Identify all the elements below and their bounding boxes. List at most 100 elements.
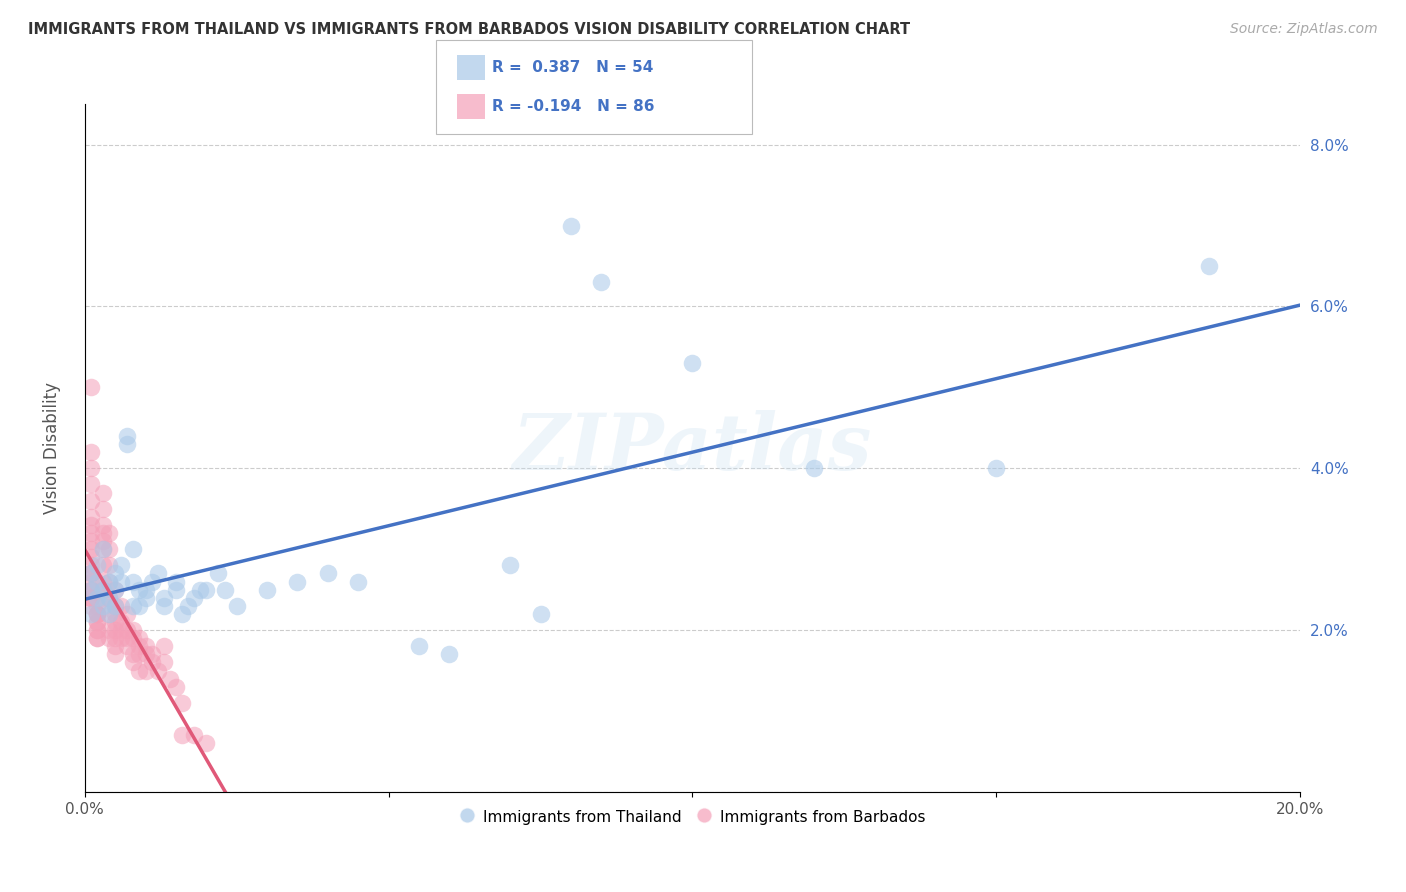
Point <box>86 623 108 637</box>
Point <box>117 607 139 621</box>
Point <box>80 582 103 597</box>
Point <box>803 461 825 475</box>
Point <box>91 526 114 541</box>
Point <box>98 591 121 605</box>
Point <box>170 607 193 621</box>
Text: IMMIGRANTS FROM THAILAND VS IMMIGRANTS FROM BARBADOS VISION DISABILITY CORRELATI: IMMIGRANTS FROM THAILAND VS IMMIGRANTS F… <box>28 22 910 37</box>
Point <box>80 566 103 581</box>
Point <box>183 728 205 742</box>
Point <box>104 648 127 662</box>
Point <box>86 615 108 629</box>
Point <box>80 518 103 533</box>
Point <box>207 566 229 581</box>
Point <box>91 599 114 613</box>
Point <box>287 574 309 589</box>
Point <box>80 607 103 621</box>
Point <box>117 429 139 443</box>
Point <box>91 485 114 500</box>
Point <box>80 477 103 491</box>
Point <box>122 648 145 662</box>
Point <box>86 607 108 621</box>
Point <box>80 599 103 613</box>
Point <box>104 640 127 654</box>
Point <box>91 591 114 605</box>
Point <box>117 623 139 637</box>
Point <box>117 640 139 654</box>
Point <box>80 591 103 605</box>
Point <box>499 558 522 573</box>
Point <box>165 574 187 589</box>
Point <box>439 648 461 662</box>
Point <box>682 356 704 370</box>
Point <box>86 558 108 573</box>
Point <box>408 640 430 654</box>
Point <box>80 582 103 597</box>
Point <box>98 591 121 605</box>
Point <box>80 534 103 549</box>
Point <box>560 219 582 233</box>
Point <box>128 664 150 678</box>
Point <box>104 607 127 621</box>
Text: ZIPatlas: ZIPatlas <box>513 409 872 486</box>
Point <box>104 582 127 597</box>
Point <box>104 599 127 613</box>
Point <box>316 566 339 581</box>
Point <box>98 631 121 645</box>
Point <box>1198 259 1220 273</box>
Point <box>225 599 247 613</box>
Point <box>98 526 121 541</box>
Point <box>104 615 127 629</box>
Point <box>91 518 114 533</box>
Text: R =  0.387   N = 54: R = 0.387 N = 54 <box>492 61 654 75</box>
Point <box>80 566 103 581</box>
Point <box>159 672 181 686</box>
Point <box>91 582 114 597</box>
Point <box>134 591 156 605</box>
Point <box>134 664 156 678</box>
Point <box>177 599 200 613</box>
Point <box>104 582 127 597</box>
Point <box>165 680 187 694</box>
Point <box>104 566 127 581</box>
Point <box>128 582 150 597</box>
Point <box>152 599 174 613</box>
Point <box>80 574 103 589</box>
Point <box>110 574 132 589</box>
Point <box>128 648 150 662</box>
Point <box>86 607 108 621</box>
Point <box>110 599 132 613</box>
Point <box>80 542 103 557</box>
Point <box>347 574 370 589</box>
Point <box>214 582 236 597</box>
Point <box>80 461 103 475</box>
Point <box>91 558 114 573</box>
Point <box>117 631 139 645</box>
Point <box>98 558 121 573</box>
Point <box>117 437 139 451</box>
Point <box>122 542 145 557</box>
Point <box>170 728 193 742</box>
Point <box>141 656 163 670</box>
Point <box>91 542 114 557</box>
Text: Source: ZipAtlas.com: Source: ZipAtlas.com <box>1230 22 1378 37</box>
Point <box>91 574 114 589</box>
Point <box>98 574 121 589</box>
Point <box>86 631 108 645</box>
Point <box>134 582 156 597</box>
Point <box>122 574 145 589</box>
Point <box>91 501 114 516</box>
Point <box>195 736 218 750</box>
Point <box>591 275 613 289</box>
Point <box>86 631 108 645</box>
Point <box>134 648 156 662</box>
Point <box>98 607 121 621</box>
Point <box>91 534 114 549</box>
Point <box>86 574 108 589</box>
Point <box>80 591 103 605</box>
Point <box>80 582 103 597</box>
Point <box>122 599 145 613</box>
Point <box>529 607 551 621</box>
Point <box>80 493 103 508</box>
Point <box>110 558 132 573</box>
Point <box>110 615 132 629</box>
